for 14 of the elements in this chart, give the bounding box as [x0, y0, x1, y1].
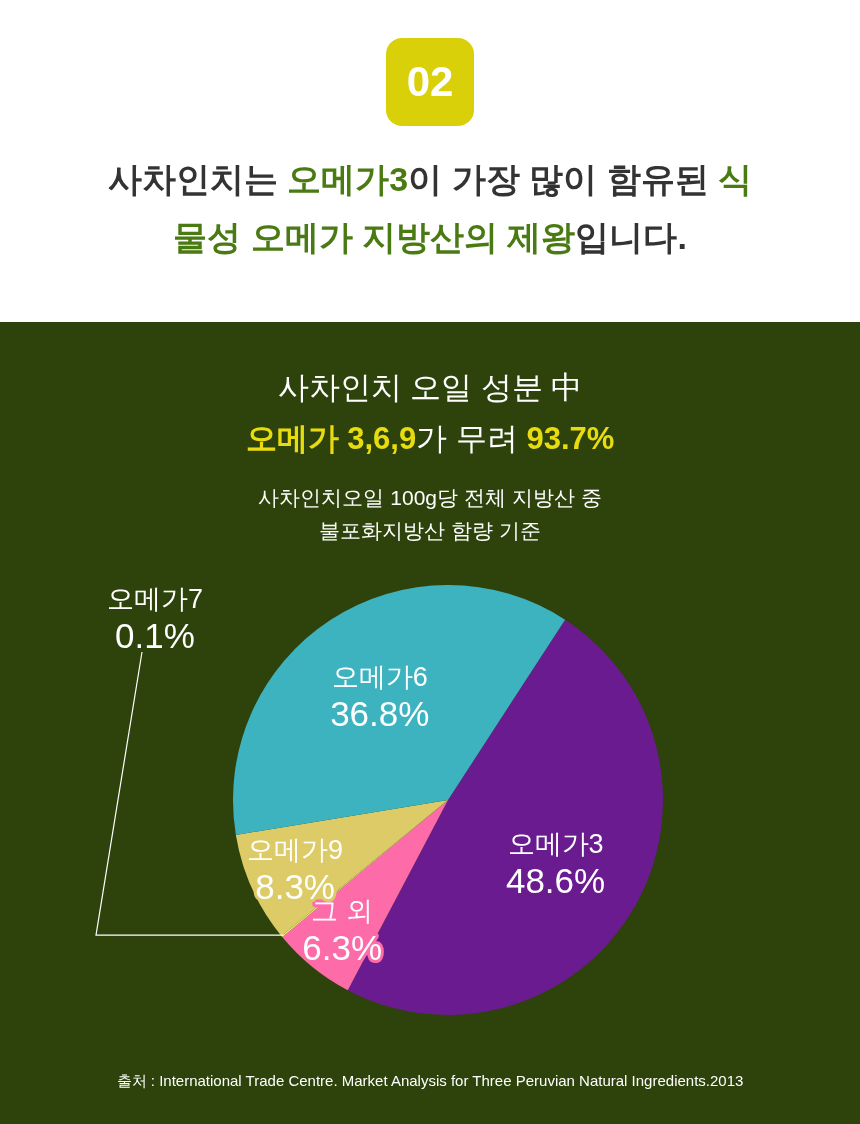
slice-label: 오메가9 — [247, 834, 344, 865]
text: 오메가 3,6,9가 무려 93.7% — [244, 420, 616, 458]
text: 02 — [386, 38, 474, 126]
chart-subtitle: 사차인치 오일 성분 中 — [276, 369, 584, 407]
source-note: 출처 : International Trade Centre. Market Analysis for Three Peruvian Natural Ingredients.2013 — [115, 1072, 745, 1091]
data-label: 48.6% — [505, 861, 606, 901]
slice-label: 오메가7 — [106, 584, 204, 614]
slice-label: 오메가6 — [331, 661, 428, 692]
data-label: 0.1% — [115, 616, 195, 655]
text: 불포화지방산 함량 기준 — [318, 518, 542, 544]
data-label: 36.8% — [330, 693, 430, 733]
chart-title: 사차인치는 오메가3이 가장 많이 함유된 식물성 오메가 지방산의 제왕입니다. — [107, 160, 753, 256]
text: 사차인치오일 100g당 전체 지방산 중 — [257, 485, 603, 511]
slice-label: 오메가3 — [507, 829, 604, 860]
